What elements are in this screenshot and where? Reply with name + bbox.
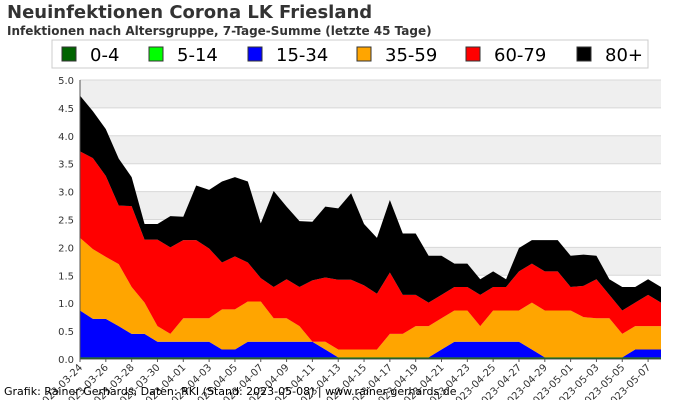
y-tick-label: 0.0	[58, 355, 74, 366]
y-tick-label: 1.0	[58, 299, 74, 310]
y-tick-label: 3.5	[58, 160, 74, 171]
grid-band	[80, 135, 661, 164]
series-area-35-59	[80, 237, 661, 358]
chart-title: Neuinfektionen Corona LK Friesland	[7, 2, 373, 23]
y-tick-label: 4.0	[58, 132, 74, 143]
chart-subtitle: Infektionen nach Altersgruppe, 7-Tage-Su…	[7, 24, 432, 38]
chart-credit: Grafik: Rainer Gerhards, Daten: RKI (Sta…	[4, 385, 457, 398]
grid-band	[80, 191, 661, 220]
legend-label: 15-34	[276, 45, 328, 66]
legend-swatch	[465, 46, 481, 62]
legend-swatch	[576, 46, 592, 62]
legend-label: 0-4	[90, 45, 119, 66]
series-area-15-34	[80, 310, 661, 358]
y-tick-label: 1.5	[58, 271, 74, 282]
y-tick-label: 2.0	[58, 243, 74, 254]
legend-swatch	[61, 46, 77, 62]
legend-label: 5-14	[177, 45, 218, 66]
y-tick-label: 0.5	[58, 327, 74, 338]
grid-band	[80, 80, 661, 108]
legend-label: 60-79	[494, 45, 546, 66]
y-tick-label: 2.5	[58, 216, 74, 227]
series-area-80+	[80, 95, 661, 311]
legend-swatch	[247, 46, 263, 62]
series-area-60-79	[80, 151, 661, 350]
y-tick-label: 5.0	[58, 76, 74, 87]
legend-label: 35-59	[385, 45, 437, 66]
y-tick-label: 4.5	[58, 104, 74, 115]
legend-label: 80+	[605, 45, 643, 66]
legend-swatch	[356, 46, 372, 62]
legend-swatch	[148, 46, 164, 62]
y-tick-label: 3.0	[58, 188, 74, 199]
legend-box	[51, 39, 649, 69]
